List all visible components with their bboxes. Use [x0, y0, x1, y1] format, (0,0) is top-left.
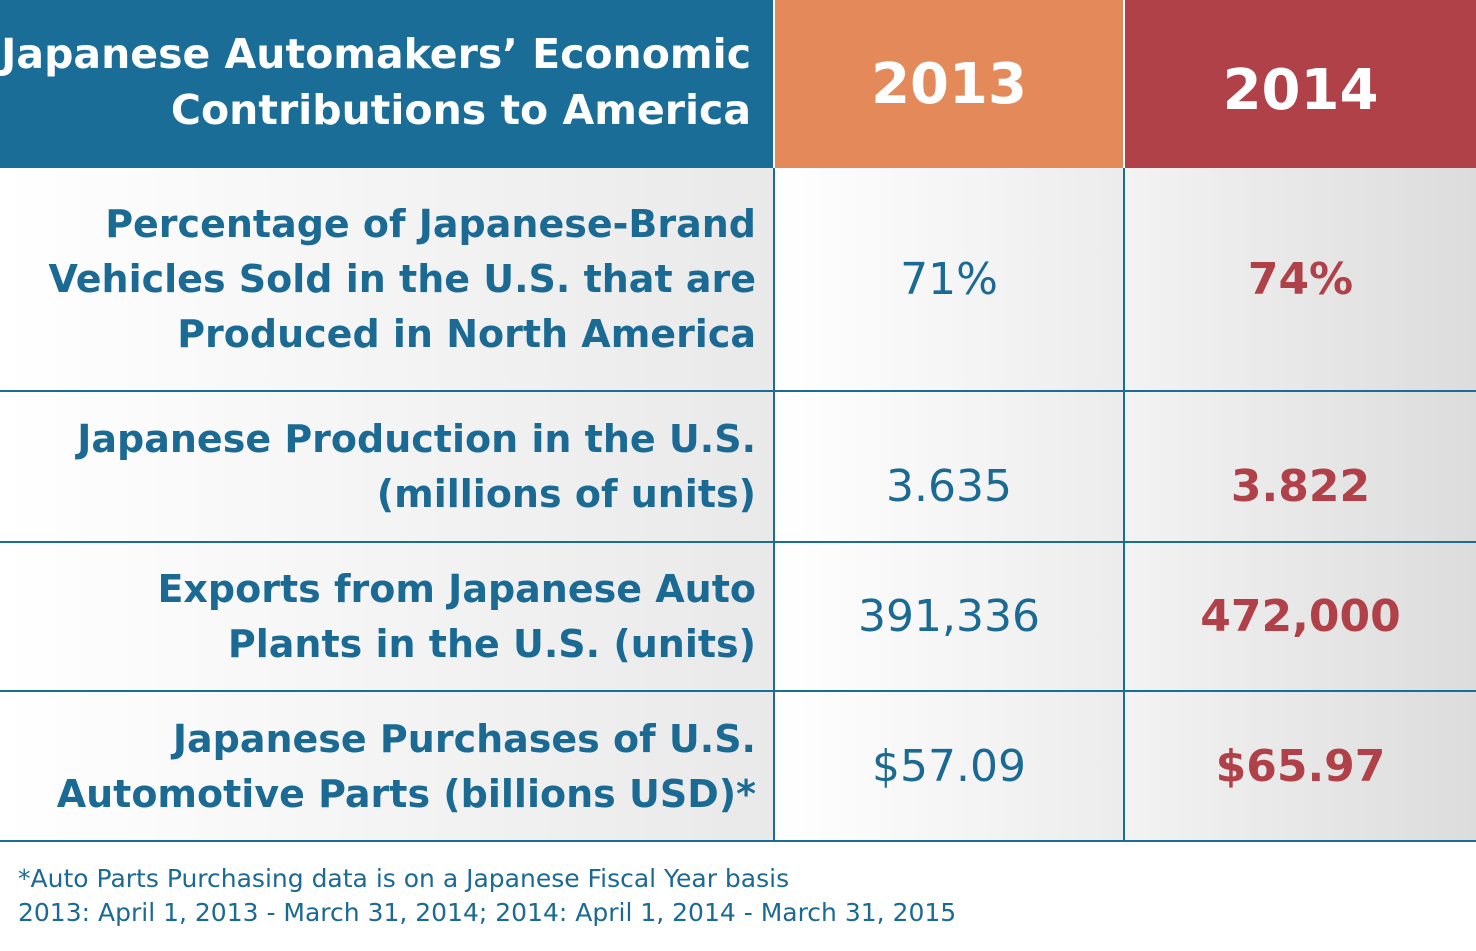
table-row: Percentage of Japanese-Brand Vehicles So…	[0, 168, 1476, 391]
row-label-line: Vehicles Sold in the U.S. that are	[48, 257, 756, 301]
row-label-line: Automotive Parts (billions USD)*	[56, 771, 756, 816]
table-row: Exports from Japanese Auto Plants in the…	[0, 542, 1476, 691]
column-divider	[1123, 168, 1125, 842]
row-label-line: Japanese Purchases of U.S.	[172, 716, 756, 761]
value-2013: 71%	[900, 254, 998, 305]
cell-2014: 74%	[1125, 168, 1476, 391]
value-2013: 391,336	[858, 591, 1040, 642]
row-divider	[0, 690, 1476, 692]
cell-2014: 3.822	[1125, 391, 1476, 542]
value-2014: 472,000	[1200, 591, 1401, 642]
table-bottom-border	[0, 840, 1476, 842]
row-label: Percentage of Japanese-Brand Vehicles So…	[0, 168, 773, 391]
column-header-2013: 2013	[775, 0, 1123, 168]
cell-2013: 71%	[775, 168, 1123, 391]
row-divider	[0, 390, 1476, 392]
footnote-line: *Auto Parts Purchasing data is on a Japa…	[18, 864, 790, 893]
cell-2013: $57.09	[775, 691, 1123, 842]
value-2013: $57.09	[872, 741, 1026, 792]
cell-2014: $65.97	[1125, 691, 1476, 842]
column-divider	[773, 168, 775, 842]
row-label-line: (millions of units)	[376, 471, 756, 516]
footnote-line: 2013: April 1, 2013 - March 31, 2014; 20…	[18, 898, 957, 927]
row-divider	[0, 541, 1476, 543]
table-row: Japanese Purchases of U.S. Automotive Pa…	[0, 691, 1476, 842]
cell-2014: 472,000	[1125, 542, 1476, 691]
row-label-line: Japanese Production in the U.S.	[77, 416, 756, 461]
value-2014: 3.822	[1230, 461, 1371, 512]
table-title-line: Contributions to America	[170, 86, 751, 134]
row-label: Japanese Production in the U.S. (million…	[0, 391, 773, 542]
value-2014: $65.97	[1215, 741, 1386, 792]
table-row: Japanese Production in the U.S. (million…	[0, 391, 1476, 542]
row-label-line: Produced in North America	[177, 312, 756, 356]
value-2014: 74%	[1247, 254, 1354, 305]
table-title-line: Japanese Automakers’ Economic	[1, 30, 751, 78]
row-label: Exports from Japanese Auto Plants in the…	[0, 542, 773, 691]
footnote: *Auto Parts Purchasing data is on a Japa…	[18, 862, 956, 930]
row-label-line: Plants in the U.S. (units)	[227, 621, 756, 666]
column-header-2014: 2014	[1125, 0, 1476, 198]
row-label-line: Exports from Japanese Auto	[157, 566, 756, 611]
cell-2013: 3.635	[775, 391, 1123, 542]
table-title: Japanese Automakers’ Economic Contributi…	[0, 0, 773, 168]
row-label: Japanese Purchases of U.S. Automotive Pa…	[0, 691, 773, 842]
cell-2013: 391,336	[775, 542, 1123, 691]
row-label-line: Percentage of Japanese-Brand	[105, 202, 756, 246]
value-2013: 3.635	[886, 461, 1012, 512]
